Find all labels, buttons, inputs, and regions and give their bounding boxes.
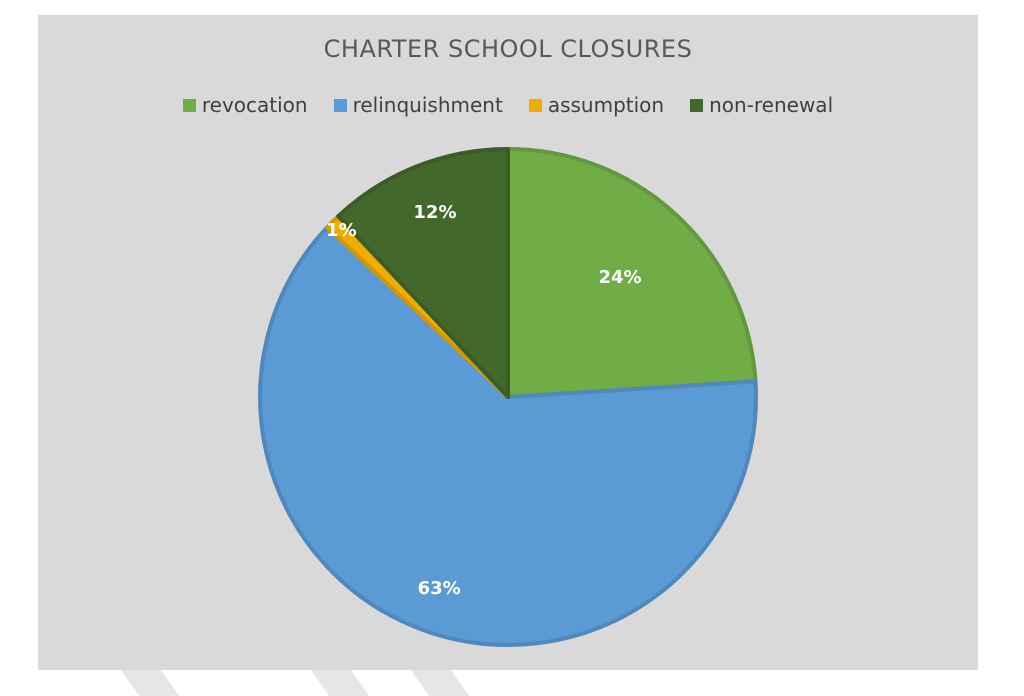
legend: revocation relinquishment assumption non… bbox=[38, 93, 978, 117]
data-label-relinquishment: 63% bbox=[418, 578, 461, 599]
legend-swatch-assumption bbox=[528, 98, 542, 112]
stripe bbox=[120, 670, 180, 696]
pie-slice-relinquishment bbox=[258, 225, 758, 647]
data-label-assumption: 1% bbox=[326, 220, 357, 241]
decorative-stripes bbox=[0, 670, 1024, 696]
stripe bbox=[310, 670, 370, 696]
chart-title: CHARTER SCHOOL CLOSURES bbox=[323, 35, 693, 63]
legend-item-relinquishment: relinquishment bbox=[333, 93, 503, 117]
legend-item-assumption: assumption bbox=[528, 93, 665, 117]
legend-swatch-non-renewal bbox=[690, 98, 704, 112]
legend-item-revocation: revocation bbox=[182, 93, 308, 117]
legend-item-non-renewal: non-renewal bbox=[690, 93, 833, 117]
chart-panel: CHARTER SCHOOL CLOSURES revocation relin… bbox=[38, 15, 978, 670]
pie-slice-revocation bbox=[506, 147, 758, 399]
legend-label-non-renewal: non-renewal bbox=[709, 93, 834, 117]
data-label-non-renewal: 12% bbox=[413, 202, 456, 223]
legend-label-relinquishment: relinquishment bbox=[352, 93, 503, 117]
legend-label-assumption: assumption bbox=[547, 93, 665, 117]
pie-slice-non-renewal bbox=[336, 147, 510, 399]
pie-chart: 24% 63% 1% 12% bbox=[258, 147, 758, 647]
stripe bbox=[410, 670, 470, 696]
legend-swatch-relinquishment bbox=[333, 98, 347, 112]
data-label-revocation: 24% bbox=[598, 267, 641, 288]
legend-swatch-revocation bbox=[182, 98, 196, 112]
legend-label-revocation: revocation bbox=[201, 93, 308, 117]
